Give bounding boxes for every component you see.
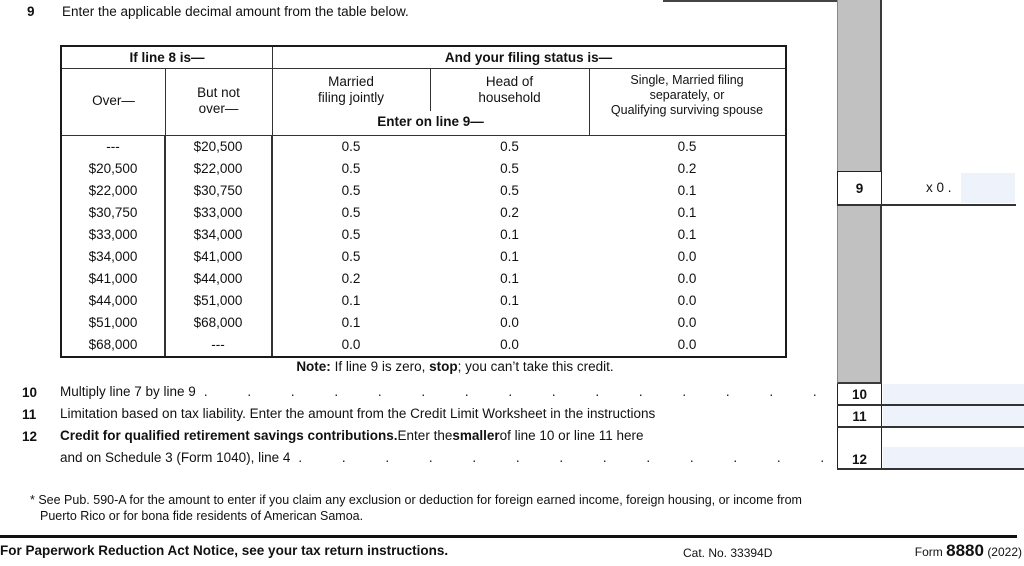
line-12-text-row1: Credit for qualified retirement savings … — [60, 428, 644, 443]
table-col-divider-over — [165, 68, 166, 356]
header-head-of-household: Head of household — [478, 74, 541, 105]
line-9-decimal-field[interactable] — [961, 173, 1015, 203]
table-row: $30,750 $33,000 0.5 0.2 0.1 — [62, 201, 785, 224]
footnote-pub590a: * See Pub. 590-A for the amount to enter… — [30, 493, 802, 523]
table-row: $22,000 $30,750 0.5 0.5 0.1 — [62, 179, 785, 202]
table-col-divider-mfj — [430, 68, 431, 111]
table-row: $33,000 $34,000 0.5 0.1 0.1 — [62, 223, 785, 246]
decimal-amount-table: If line 8 is— And your filing status is—… — [60, 45, 787, 358]
table-row: $34,000 $41,000 0.5 0.1 0.0 — [62, 245, 785, 268]
table-col-divider-hoh — [589, 68, 590, 135]
table-row: $41,000 $44,000 0.2 0.1 0.0 — [62, 267, 785, 290]
line-11-underline — [837, 426, 1024, 428]
line-9-entry-underline — [837, 204, 1016, 206]
line-11-amount-field[interactable] — [883, 406, 1024, 426]
line-12-amount-field[interactable] — [883, 447, 1024, 468]
dot-leader: . . . . . . . . . . . . . . . . . . . . … — [298, 450, 830, 465]
table-body: --- $20,500 0.5 0.5 0.5 $20,500 $22,000 … — [62, 135, 785, 356]
header-but-not-over: But not over— — [197, 85, 240, 116]
table-col-divider-main — [272, 47, 273, 356]
table-row: $68,000 --- 0.0 0.0 0.0 — [62, 333, 785, 356]
line-10-entry-label: 10 — [837, 384, 882, 404]
header-filing-status: And your filing status is— — [444, 50, 613, 65]
catalog-number: Cat. No. 33394D — [683, 546, 773, 560]
line-11-entry-label: 11 — [837, 406, 882, 426]
line-10-number: 10 — [22, 385, 38, 400]
line-11-text-row: Limitation based on tax liability. Enter… — [60, 406, 656, 421]
line-12-number: 12 — [22, 429, 38, 444]
table-subheader-divider — [62, 135, 785, 136]
header-single-mfs-qss: Single, Married filing separately, or Qu… — [610, 73, 764, 117]
line-9-text: Enter the applicable decimal amount from… — [62, 4, 409, 19]
line-12-entry-label: 12 — [837, 427, 882, 469]
form-number-label: Form 8880 (2022) — [914, 541, 1022, 560]
footer-rule — [0, 535, 1017, 538]
header-over: Over— — [92, 93, 135, 108]
table-row: --- $20,500 0.5 0.5 0.5 — [62, 135, 785, 158]
header-married-filing-jointly: Married filing jointly — [317, 74, 385, 105]
line-9-multiplier-text: x 0 . — [926, 180, 952, 195]
table-row: $44,000 $51,000 0.1 0.1 0.0 — [62, 289, 785, 312]
table-row: $20,500 $22,000 0.5 0.5 0.2 — [62, 157, 785, 180]
header-enter-on-line9: Enter on line 9— — [377, 114, 484, 129]
line8-box-bottom-edge — [663, 0, 839, 2]
line-11-number: 11 — [22, 407, 37, 422]
line-10-amount-field[interactable] — [883, 384, 1024, 404]
table-header-divider — [62, 68, 785, 69]
line-10-text-row: Multiply line 7 by line 9 . . . . . . . … — [60, 384, 830, 399]
paperwork-reduction-notice: For Paperwork Reduction Act Notice, see … — [0, 543, 449, 558]
header-if-line8: If line 8 is— — [129, 50, 205, 65]
note-line9-zero: Note: If line 9 is zero, stop; you can’t… — [296, 359, 614, 374]
line-9-number: 9 — [27, 4, 35, 19]
line-12-underline — [837, 468, 1024, 470]
dot-leader: . . . . . . . . . . . . . . . . . . . . … — [203, 384, 830, 399]
line-12-text-row2: and on Schedule 3 (Form 1040), line 4 . … — [60, 450, 830, 465]
line-9-entry-label: 9 — [837, 171, 882, 206]
line-10-underline — [837, 404, 1024, 406]
table-row: $51,000 $68,000 0.1 0.0 0.0 — [62, 311, 785, 334]
